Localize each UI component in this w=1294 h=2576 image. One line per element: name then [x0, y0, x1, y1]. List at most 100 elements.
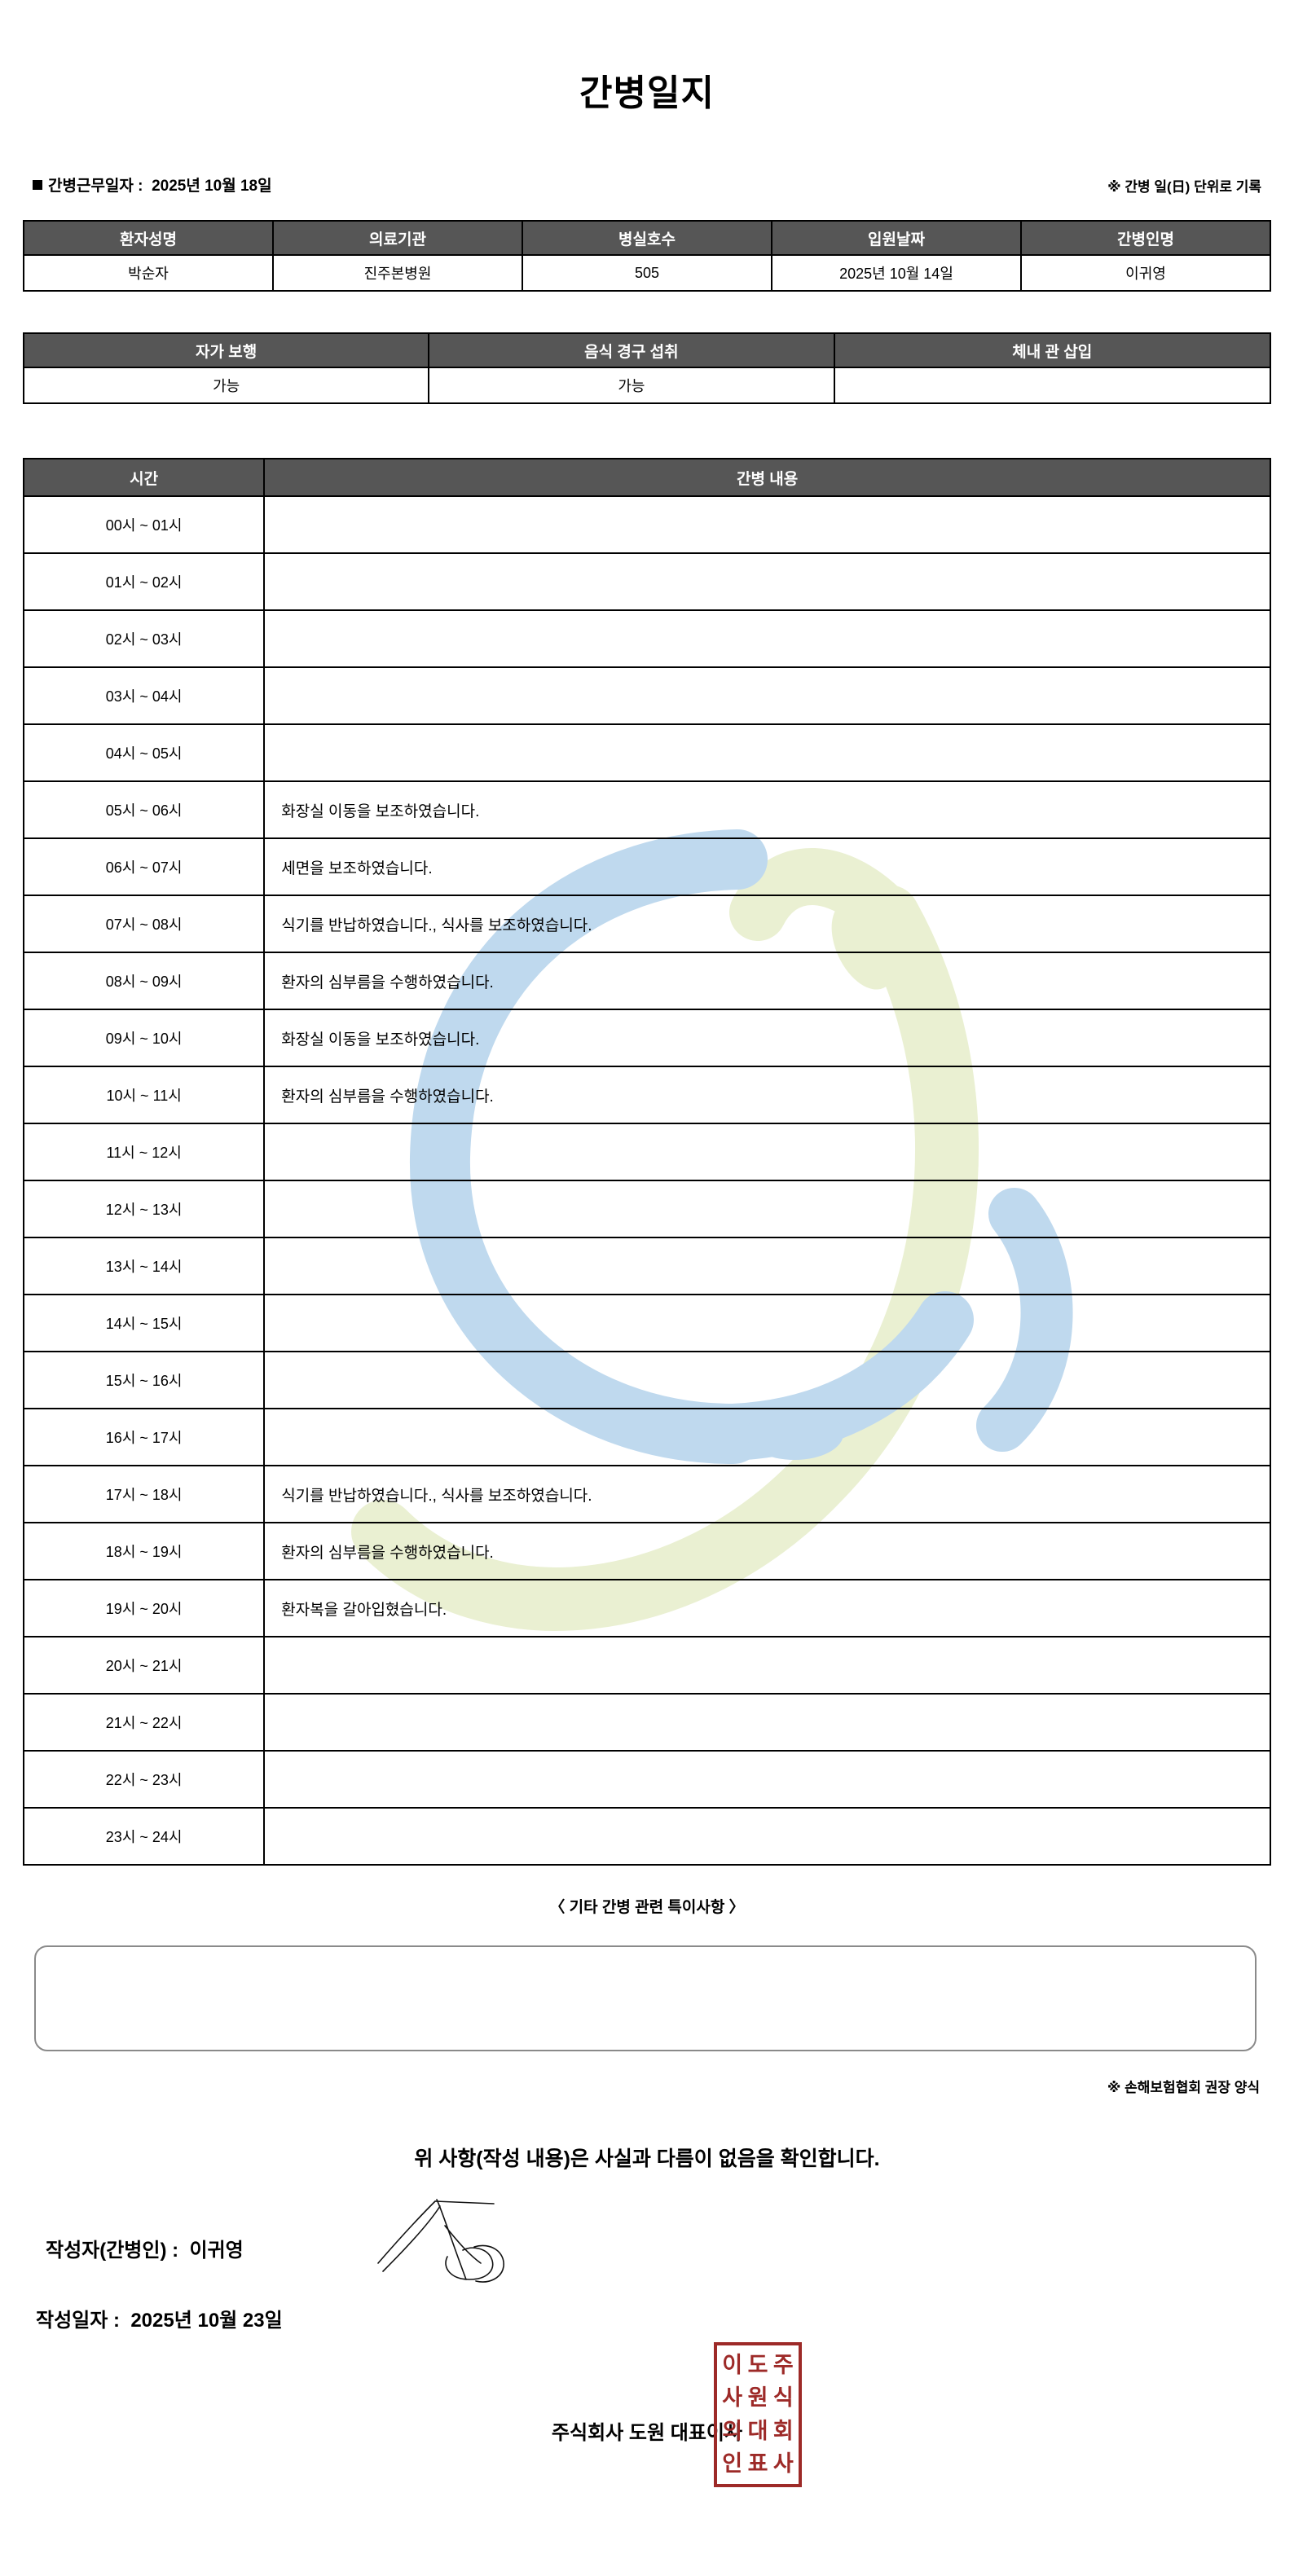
care-content-cell[interactable]: 식기를 반납하였습니다., 식사를 보조하였습니다.: [263, 1465, 1271, 1523]
writer-name: 이귀영: [189, 2240, 244, 2262]
hourly-log-body: 00시 ~ 01시 01시 ~ 02시 02시 ~ 03시 03시 ~ 04시 04시 …: [22, 495, 1271, 1866]
time-slot-label: 08시 ~ 09시: [22, 952, 266, 1010]
seal-character: 표: [747, 2451, 768, 2477]
care-content-cell[interactable]: [263, 1237, 1271, 1295]
care-content-cell[interactable]: [263, 1807, 1271, 1866]
page-title: 간병일지: [579, 73, 715, 113]
care-content-cell[interactable]: 화장실 이동을 보조하였습니다.: [263, 780, 1271, 839]
write-date-label: 작성일자 :: [36, 2310, 120, 2332]
write-date-line: 작성일자 : 2025년 10월 23일: [36, 2304, 283, 2332]
col-header-patient-name: 환자성명: [23, 220, 274, 256]
table-header-row: 환자성명 의료기관 병실호수 입원날짜 간병인명: [23, 220, 1271, 256]
time-slot-label: 21시 ~ 22시: [22, 1693, 266, 1752]
care-content-cell[interactable]: [263, 609, 1271, 668]
care-content-cell[interactable]: [263, 1351, 1271, 1409]
seal-character: 이: [722, 2352, 743, 2378]
seal-character: 사: [772, 2451, 794, 2477]
form-source-note: ※ 손해보험협회 권장 양식: [1107, 2080, 1260, 2095]
time-slot-label: 20시 ~ 21시: [22, 1636, 266, 1695]
patient-info-table: 환자성명 의료기관 병실호수 입원날짜 간병인명 박순자 진주본병원 505 2…: [23, 220, 1271, 292]
notes-input-box[interactable]: [34, 1945, 1257, 2051]
table-header-row: 자가 보행 음식 경구 섭취 체내 관 삽입: [22, 332, 1271, 368]
value-oral-intake: 가능: [428, 367, 835, 404]
table-row: 20시 ~ 21시: [22, 1636, 1271, 1695]
col-header-room-number: 병실호수: [522, 220, 772, 256]
seal-character: 대: [747, 2418, 768, 2444]
table-row: 05시 ~ 06시 화장실 이동을 보조하였습니다.: [22, 780, 1271, 839]
table-row: 17시 ~ 18시 식기를 반납하였습니다., 식사를 보조하였습니다.: [22, 1465, 1271, 1523]
notes-section-title: 〈 기타 간병 관련 특이사항 〉: [549, 1899, 745, 1916]
table-row: 16시 ~ 17시: [22, 1408, 1271, 1466]
time-slot-label: 04시 ~ 05시: [22, 723, 266, 782]
care-content-cell[interactable]: 환자의 심부름을 수행하였습니다.: [263, 1522, 1271, 1580]
table-row: 18시 ~ 19시 환자의 심부름을 수행하였습니다.: [22, 1522, 1271, 1580]
care-content-cell[interactable]: [263, 495, 1271, 554]
care-content-cell[interactable]: [263, 723, 1271, 782]
time-slot-label: 16시 ~ 17시: [22, 1408, 266, 1466]
care-content-cell[interactable]: [263, 666, 1271, 725]
work-date-label: 간병근무일자 :: [48, 178, 143, 195]
table-row: 00시 ~ 01시: [22, 495, 1271, 554]
time-slot-label: 00시 ~ 01시: [22, 495, 266, 554]
care-content-cell[interactable]: [263, 1693, 1271, 1752]
handwritten-signature: [377, 2199, 504, 2283]
time-slot-label: 11시 ~ 12시: [22, 1123, 266, 1181]
care-content-cell[interactable]: [263, 1750, 1271, 1809]
square-bullet-icon: [33, 180, 42, 190]
value-admission-date: 2025년 10월 14일: [771, 254, 1022, 292]
care-content-cell[interactable]: [263, 552, 1271, 611]
time-slot-label: 03시 ~ 04시: [22, 666, 266, 725]
care-content-cell[interactable]: 환자의 심부름을 수행하였습니다.: [263, 1066, 1271, 1124]
seal-character: 주: [772, 2352, 794, 2378]
table-row: 23시 ~ 24시: [22, 1807, 1271, 1866]
care-content-cell[interactable]: [263, 1123, 1271, 1181]
table-header-row: 시간 간병 내용: [22, 458, 1271, 497]
seal-character: 원: [747, 2385, 768, 2411]
care-content-cell[interactable]: [263, 1636, 1271, 1695]
seal-character: 사: [722, 2385, 743, 2411]
care-content-cell[interactable]: [263, 1180, 1271, 1238]
time-slot-label: 12시 ~ 13시: [22, 1180, 266, 1238]
seal-character: 식: [772, 2385, 794, 2411]
table-row: 10시 ~ 11시 환자의 심부름을 수행하였습니다.: [22, 1066, 1271, 1124]
notes-content: [36, 1947, 1255, 1967]
time-slot-label: 05시 ~ 06시: [22, 780, 266, 839]
table-row: 07시 ~ 08시 식기를 반납하였습니다., 식사를 보조하였습니다.: [22, 895, 1271, 953]
condition-info-table: 자가 보행 음식 경구 섭취 체내 관 삽입 가능 가능: [22, 332, 1271, 404]
table-row: 19시 ~ 20시 환자복을 갈아입혔습니다.: [22, 1579, 1271, 1637]
care-content-cell[interactable]: 환자복을 갈아입혔습니다.: [263, 1579, 1271, 1637]
care-content-cell[interactable]: 환자의 심부름을 수행하였습니다.: [263, 952, 1271, 1010]
time-slot-label: 09시 ~ 10시: [22, 1009, 266, 1067]
care-content-cell[interactable]: 세면을 보조하였습니다.: [263, 837, 1271, 896]
col-header-oral-intake: 음식 경구 섭취: [428, 332, 835, 368]
value-patient-name: 박순자: [23, 254, 274, 292]
company-representative-line: 주식회사 도원 대표이사: [551, 2422, 743, 2444]
care-content-cell[interactable]: 화장실 이동을 보조하였습니다.: [263, 1009, 1271, 1067]
write-date-value: 2025년 10월 23일: [130, 2310, 283, 2332]
care-content-cell[interactable]: [263, 1294, 1271, 1352]
table-row: 박순자 진주본병원 505 2025년 10월 14일 이귀영: [23, 254, 1271, 292]
confirmation-statement: 위 사항(작성 내용)은 사실과 다름이 없음을 확인합니다.: [414, 2147, 880, 2170]
col-header-admission-date: 입원날짜: [771, 220, 1022, 256]
time-slot-label: 10시 ~ 11시: [22, 1066, 266, 1124]
care-content-cell[interactable]: 식기를 반납하였습니다., 식사를 보조하였습니다.: [263, 895, 1271, 953]
writer-label: 작성자(간병인) :: [46, 2240, 179, 2262]
col-header-content: 간병 내용: [263, 458, 1271, 497]
table-row: 02시 ~ 03시: [22, 609, 1271, 668]
value-room-number: 505: [522, 254, 772, 292]
seal-character: 의: [722, 2418, 743, 2444]
col-header-caregiver-name: 간병인명: [1020, 220, 1271, 256]
time-slot-label: 07시 ~ 08시: [22, 895, 266, 953]
time-slot-label: 18시 ~ 19시: [22, 1522, 266, 1580]
writer-line: 작성자(간병인) : 이귀영: [46, 2234, 244, 2262]
table-row: 04시 ~ 05시: [22, 723, 1271, 782]
time-slot-label: 19시 ~ 20시: [22, 1579, 266, 1637]
table-row: 14시 ~ 15시: [22, 1294, 1271, 1352]
care-content-cell[interactable]: [263, 1408, 1271, 1466]
